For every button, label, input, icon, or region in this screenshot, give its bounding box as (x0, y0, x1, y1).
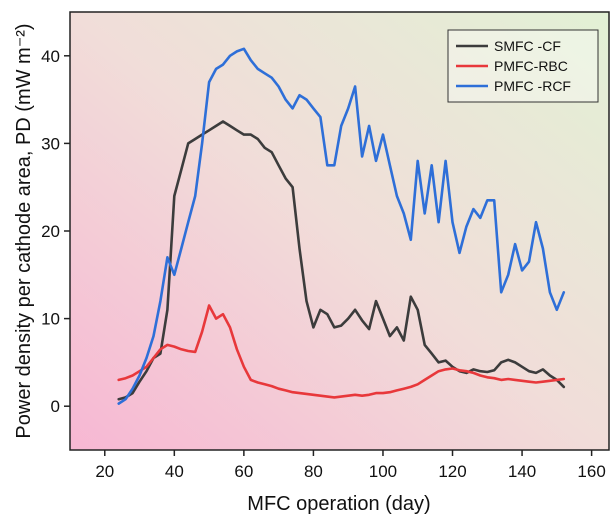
x-tick-label: 100 (369, 462, 397, 481)
series-line-2 (117, 47, 566, 405)
series-line-0 (117, 120, 566, 401)
y-axis-title: Power density per cathode area, PD (mW m… (13, 23, 35, 438)
y-tick-label: 10 (41, 310, 60, 329)
y-tick-label: 0 (51, 397, 60, 416)
x-tick-label: 160 (577, 462, 605, 481)
legend-label-1: PMFC-RBC (494, 58, 568, 74)
y-tick-label: 30 (41, 134, 60, 153)
y-tick-label: 40 (41, 47, 60, 66)
plot-background (70, 12, 609, 450)
series-layer (117, 47, 566, 405)
legend: SMFC -CF PMFC-RBC PMFC -RCF (447, 29, 599, 103)
legend-label-0: SMFC -CF (494, 38, 561, 54)
x-tick-label: 60 (234, 462, 253, 481)
x-tick-label: 80 (304, 462, 323, 481)
y-tick-label: 20 (41, 222, 60, 241)
x-tick-label: 40 (165, 462, 184, 481)
x-axis-title: MFC operation (day) (247, 493, 430, 515)
legend-label-2: PMFC -RCF (494, 78, 571, 94)
series-line-1 (117, 304, 566, 399)
x-tick-label: 20 (95, 462, 114, 481)
ticks-layer: 20 40 60 80 100 120 140 160 0 10 20 30 40 (41, 47, 606, 481)
x-tick-label: 140 (508, 462, 536, 481)
x-tick-label: 120 (438, 462, 466, 481)
